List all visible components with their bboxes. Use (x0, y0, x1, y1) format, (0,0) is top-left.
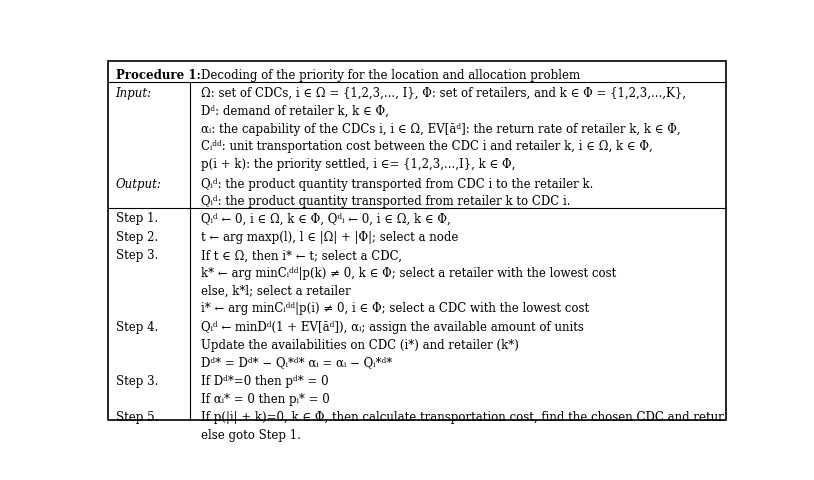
Text: If p(|i| + k)=0, k ∈ Φ, then calculate transportation cost, find the chosen CDC : If p(|i| + k)=0, k ∈ Φ, then calculate t… (201, 411, 724, 424)
Text: αᵢ: the capability of the CDCs i, i ∈ Ω, EV[āᵈ]: the return rate of retailer k, : αᵢ: the capability of the CDCs i, i ∈ Ω,… (201, 123, 681, 136)
Text: Dᵈ* = Dᵈ* − Qᵢ*ᵈ* αᵢ = αᵢ − Qᵢ*ᵈ*: Dᵈ* = Dᵈ* − Qᵢ*ᵈ* αᵢ = αᵢ − Qᵢ*ᵈ* (201, 357, 392, 370)
Text: Procedure 1:: Procedure 1: (116, 70, 200, 83)
Text: If t ∈ Ω, then i* ← t; select a CDC,: If t ∈ Ω, then i* ← t; select a CDC, (201, 249, 402, 262)
Text: Qᵢᵈ ← 0, i ∈ Ω, k ∈ Φ, Qᵈᵢ ← 0, i ∈ Ω, k ∈ Φ,: Qᵢᵈ ← 0, i ∈ Ω, k ∈ Φ, Qᵈᵢ ← 0, i ∈ Ω, k… (201, 212, 451, 225)
Text: Step 3.: Step 3. (116, 249, 158, 262)
Text: else goto Step 1.: else goto Step 1. (201, 429, 301, 442)
Text: Decoding of the priority for the location and allocation problem: Decoding of the priority for the locatio… (201, 70, 580, 83)
Text: Cᵢᵈᵈ: unit transportation cost between the CDC i and retailer k, i ∈ Ω, k ∈ Φ,: Cᵢᵈᵈ: unit transportation cost between t… (201, 140, 653, 154)
Text: Step 1.: Step 1. (116, 212, 158, 225)
Text: If Dᵈ*=0 then pᵈ* = 0: If Dᵈ*=0 then pᵈ* = 0 (201, 375, 329, 388)
Text: k* ← arg minCᵢᵈᵈ|p(k) ≠ 0, k ∈ Φ; select a retailer with the lowest cost: k* ← arg minCᵢᵈᵈ|p(k) ≠ 0, k ∈ Φ; select… (201, 267, 617, 280)
Text: Step 5.: Step 5. (116, 411, 158, 424)
Text: If αᵢ* = 0 then pᵢ* = 0: If αᵢ* = 0 then pᵢ* = 0 (201, 393, 330, 406)
Text: Step 3.: Step 3. (116, 375, 158, 388)
Text: Dᵈ: demand of retailer k, k ∈ Φ,: Dᵈ: demand of retailer k, k ∈ Φ, (201, 105, 389, 118)
Text: t ← arg maxp(l), l ∈ |Ω| + |Φ|; select a node: t ← arg maxp(l), l ∈ |Ω| + |Φ|; select a… (201, 231, 459, 244)
Text: Output:: Output: (116, 178, 161, 191)
Text: Step 4.: Step 4. (116, 321, 158, 334)
Text: Step 2.: Step 2. (116, 231, 158, 244)
Text: Ω: set of CDCs, i ∈ Ω = {1,2,3,..., I}, Φ: set of retailers, and k ∈ Φ = {1,2,3,: Ω: set of CDCs, i ∈ Ω = {1,2,3,..., I}, … (201, 87, 686, 100)
Text: p(i + k): the priority settled, i ∈= {1,2,3,...,I}, k ∈ Φ,: p(i + k): the priority settled, i ∈= {1,… (201, 158, 516, 171)
Text: else, k*l; select a retailer: else, k*l; select a retailer (201, 285, 351, 298)
Text: Qᵢᵈ ← minDᵈ(1 + EV[āᵈ]), αᵢ; assign the available amount of units: Qᵢᵈ ← minDᵈ(1 + EV[āᵈ]), αᵢ; assign the … (201, 321, 584, 334)
Text: Input:: Input: (116, 87, 151, 100)
Text: i* ← arg minCᵢᵈᵈ|p(i) ≠ 0, i ∈ Φ; select a CDC with the lowest cost: i* ← arg minCᵢᵈᵈ|p(i) ≠ 0, i ∈ Φ; select… (201, 302, 589, 315)
Text: Qᵢᵈ: the product quantity transported from CDC i to the retailer k.: Qᵢᵈ: the product quantity transported fr… (201, 178, 593, 191)
Text: Qᵢᵈ: the product quantity transported from retailer k to CDC i.: Qᵢᵈ: the product quantity transported fr… (201, 195, 571, 208)
Text: Update the availabilities on CDC (i*) and retailer (k*): Update the availabilities on CDC (i*) an… (201, 339, 519, 352)
